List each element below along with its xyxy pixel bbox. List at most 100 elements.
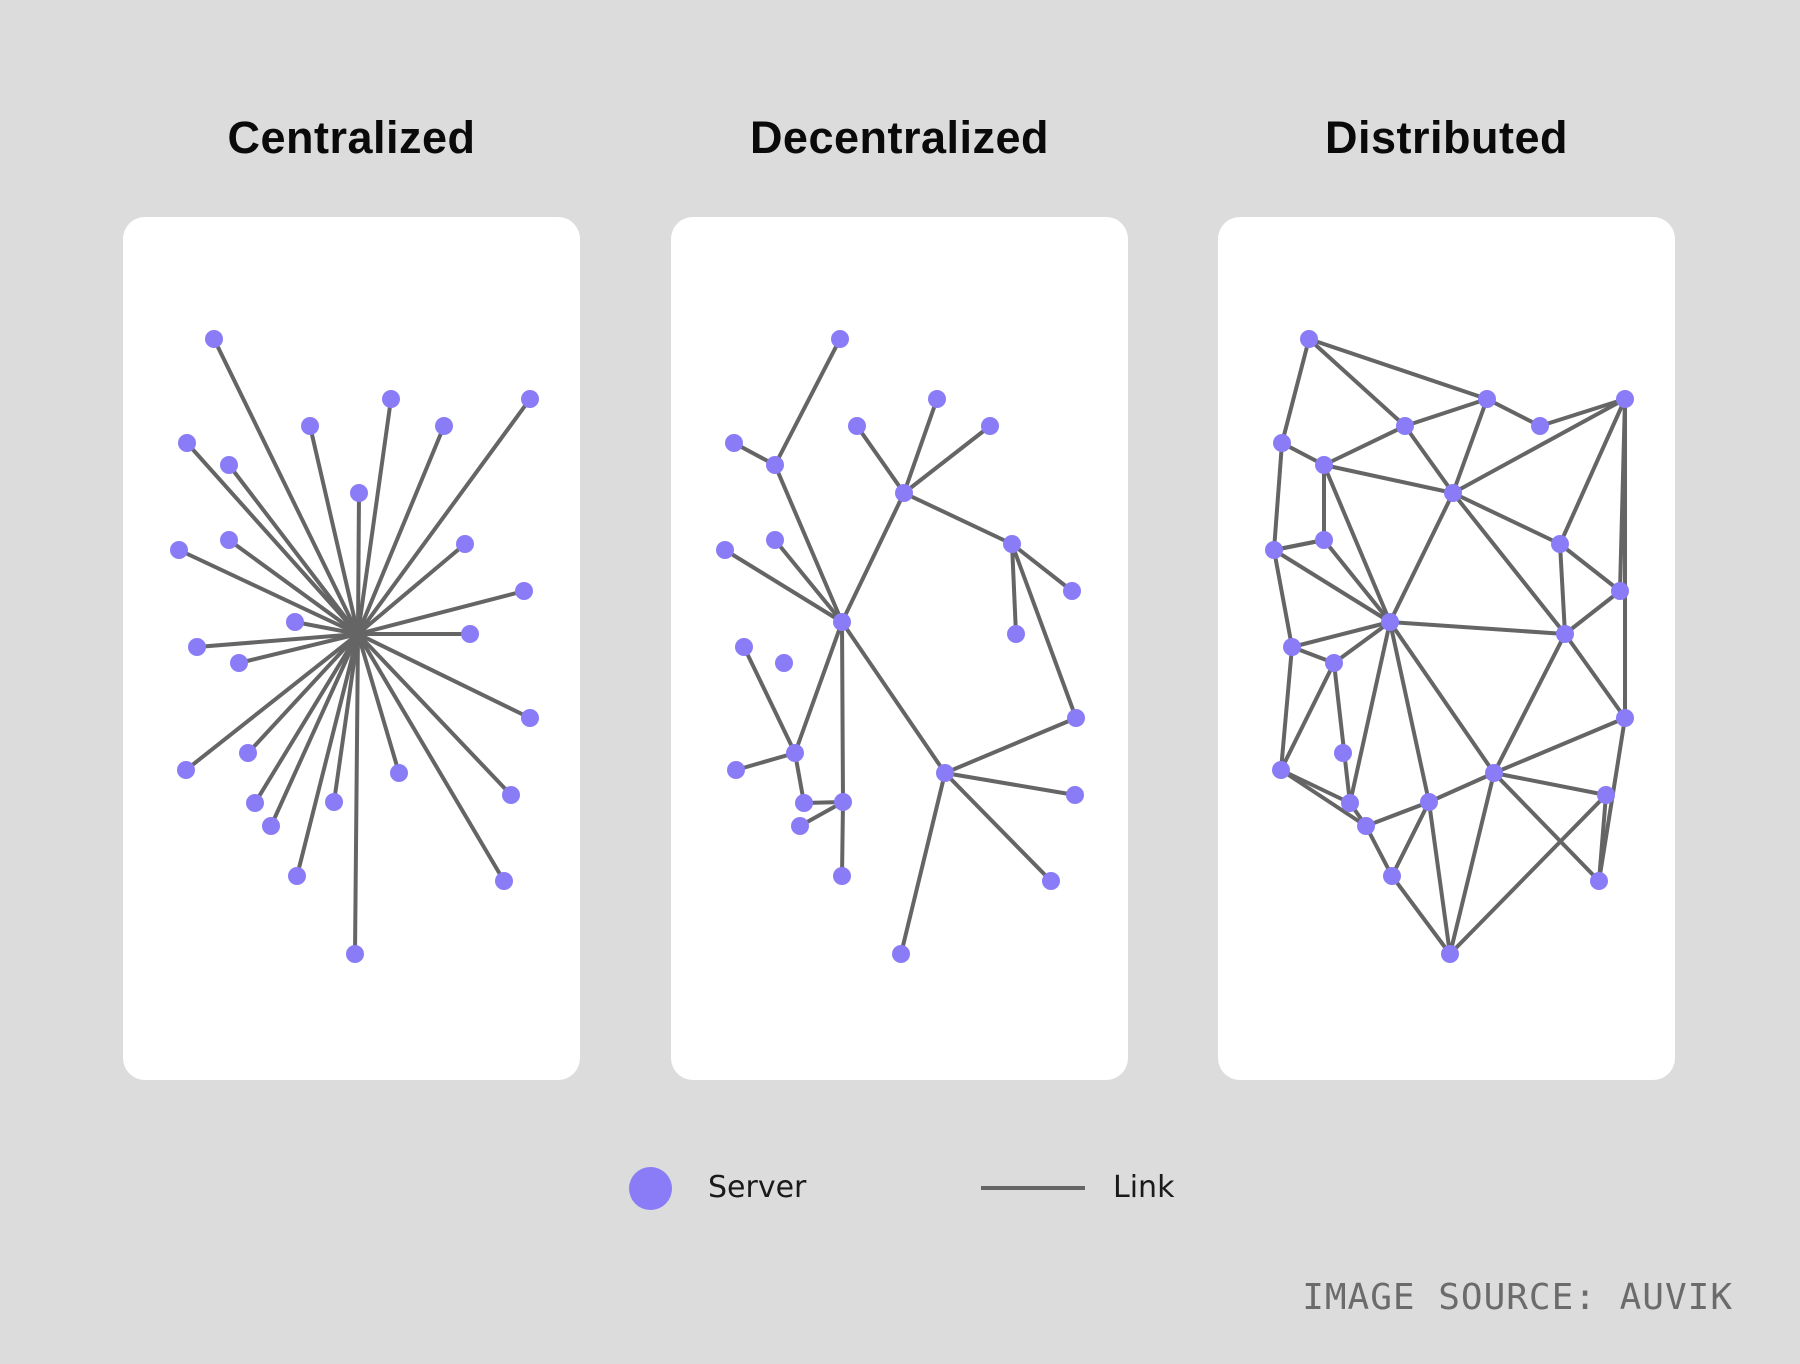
link xyxy=(1272,548,1392,624)
link xyxy=(308,424,360,636)
server-node xyxy=(288,867,306,885)
server-node xyxy=(833,613,851,631)
server-node xyxy=(1556,625,1574,643)
link xyxy=(353,632,360,956)
server-node xyxy=(1396,417,1414,435)
server-node xyxy=(1485,764,1503,782)
link xyxy=(356,632,513,797)
link xyxy=(1558,542,1567,636)
server-node xyxy=(1066,786,1084,804)
server-node xyxy=(766,531,784,549)
server-node xyxy=(936,764,954,782)
server-node xyxy=(895,484,913,502)
server-node xyxy=(786,744,804,762)
legend-link-label: Link xyxy=(1113,1170,1175,1205)
link xyxy=(356,632,532,720)
server-node xyxy=(1003,535,1021,553)
server-node xyxy=(262,817,280,835)
link xyxy=(227,538,360,636)
server-node xyxy=(286,613,304,631)
link-icon xyxy=(981,1186,1085,1190)
server-node xyxy=(325,793,343,811)
link xyxy=(1451,491,1562,546)
link xyxy=(269,632,360,828)
link xyxy=(734,751,797,772)
server-node xyxy=(725,434,743,452)
legend: Server Link xyxy=(0,1165,1800,1215)
server-node xyxy=(1273,434,1291,452)
link xyxy=(723,548,844,624)
server-node xyxy=(170,541,188,559)
server-node xyxy=(495,872,513,890)
link xyxy=(1538,397,1627,428)
link xyxy=(793,620,844,755)
link xyxy=(1492,716,1627,775)
link xyxy=(356,397,532,636)
server-node xyxy=(795,794,813,812)
link xyxy=(1563,632,1627,720)
link xyxy=(1272,441,1284,552)
link xyxy=(1364,824,1394,878)
centralized-network-diagram xyxy=(170,330,539,963)
server-node xyxy=(382,390,400,408)
link xyxy=(356,632,401,775)
server-node xyxy=(735,638,753,656)
server-node xyxy=(1283,638,1301,656)
link xyxy=(943,771,1053,883)
server-node xyxy=(1334,744,1352,762)
link xyxy=(356,632,506,883)
server-node xyxy=(848,417,866,435)
link xyxy=(1451,491,1567,636)
link xyxy=(293,620,360,636)
server-node xyxy=(1616,390,1634,408)
link xyxy=(773,538,844,624)
link xyxy=(1388,620,1431,804)
server-node xyxy=(1007,625,1025,643)
link xyxy=(227,463,360,636)
server-node xyxy=(246,794,264,812)
server-node xyxy=(833,867,851,885)
server-node xyxy=(461,625,479,643)
link xyxy=(1492,632,1567,775)
link xyxy=(177,548,360,636)
link xyxy=(1390,874,1452,956)
panel-decentralized xyxy=(671,217,1128,1080)
server-node xyxy=(188,638,206,656)
link xyxy=(1307,337,1489,401)
link xyxy=(1388,620,1567,636)
server-node xyxy=(1616,709,1634,727)
link xyxy=(356,542,467,636)
server-node xyxy=(456,535,474,553)
link xyxy=(237,632,360,665)
server-node xyxy=(239,744,257,762)
server-node xyxy=(220,531,238,549)
link xyxy=(840,620,947,775)
panel-distributed xyxy=(1218,217,1675,1080)
server-node xyxy=(716,541,734,559)
server-node xyxy=(346,945,364,963)
server-node xyxy=(521,709,539,727)
link xyxy=(902,491,1014,546)
decentralized-network-diagram xyxy=(716,330,1085,963)
server-node xyxy=(1272,761,1290,779)
link xyxy=(253,632,360,805)
link xyxy=(840,800,845,878)
link xyxy=(195,632,360,649)
server-node xyxy=(981,417,999,435)
link xyxy=(773,337,842,467)
link xyxy=(1388,491,1455,624)
server-node xyxy=(892,945,910,963)
link xyxy=(1332,661,1352,805)
link xyxy=(185,441,360,636)
link xyxy=(212,337,360,636)
link xyxy=(246,632,360,755)
link xyxy=(332,632,360,804)
server-node xyxy=(178,434,196,452)
link xyxy=(1307,337,1407,428)
server-node xyxy=(390,764,408,782)
legend-server-label: Server xyxy=(708,1170,807,1205)
server-icon xyxy=(629,1167,672,1210)
server-node xyxy=(1551,535,1569,553)
link xyxy=(902,424,992,495)
server-node xyxy=(1341,794,1359,812)
